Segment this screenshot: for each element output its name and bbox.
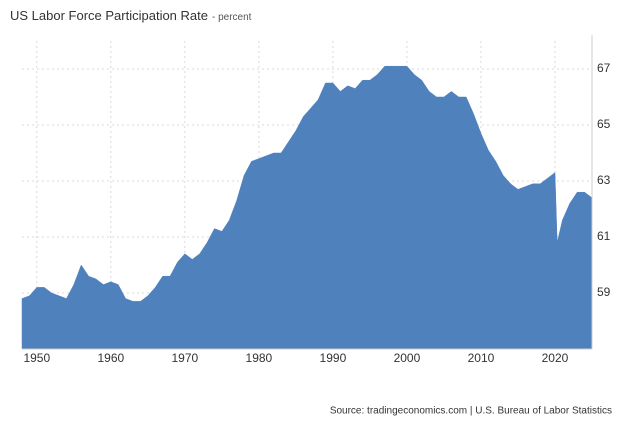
area <box>21 65 593 350</box>
x-tick-label: 2020 <box>542 351 569 365</box>
y-tick-label: 59 <box>597 285 611 299</box>
y-tick-label: 67 <box>597 61 611 75</box>
subtitle: - percent <box>212 12 252 23</box>
x-tick-label: 1960 <box>97 351 124 365</box>
chart-title: US Labor Force Participation Rate - perce… <box>10 8 252 23</box>
y-tick-label: 61 <box>597 229 611 243</box>
x-tick-label: 1950 <box>23 351 50 365</box>
x-tick-label: 2010 <box>468 351 495 365</box>
source: Source: tradingeconomics.com | U.S. Bure… <box>330 406 612 417</box>
x-tick-label: 1970 <box>172 351 199 365</box>
x-tick-label: 1990 <box>320 351 347 365</box>
y-tick-label: 65 <box>597 117 611 131</box>
x-tick-label: 2000 <box>394 351 421 365</box>
title: US Labor Force Participation Rate <box>10 8 208 23</box>
x-tick-label: 1980 <box>246 351 273 365</box>
y-tick-label: 63 <box>597 173 611 187</box>
